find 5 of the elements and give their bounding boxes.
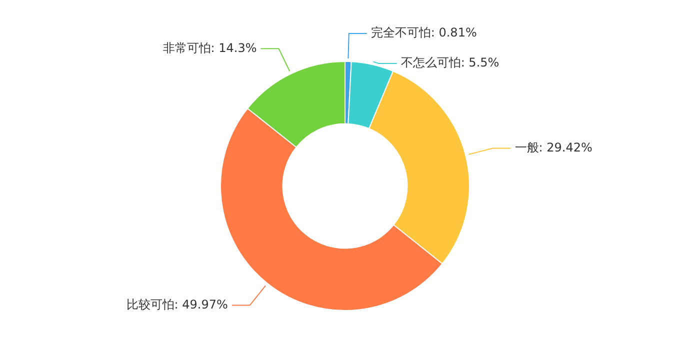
slice-label: 一般: 29.42%: [514, 140, 592, 154]
slice-label: 比较可怕: 49.97%: [126, 297, 228, 312]
slice-label: 不怎么可怕: 5.5%: [400, 56, 500, 70]
slice-label: 完全不可怕: 0.81%: [370, 26, 477, 40]
slice-label: 非常可怕: 14.3%: [162, 40, 257, 55]
